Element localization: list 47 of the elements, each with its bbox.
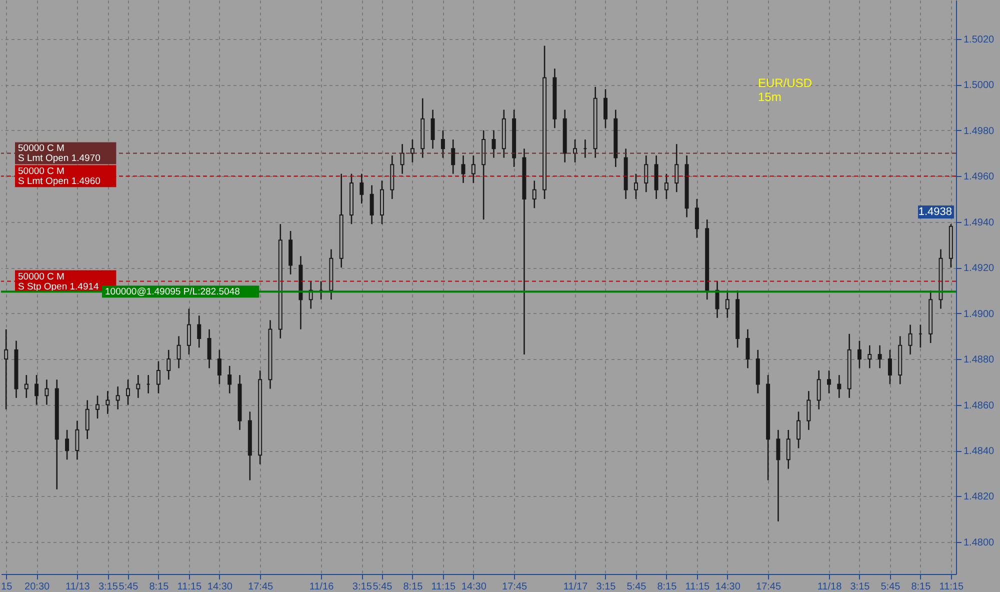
y-tick-label: 1.4980 [964, 126, 995, 137]
y-tick-label: 1.4840 [964, 446, 995, 458]
x-tick-label: 8:15 [403, 582, 424, 592]
x-tick-label: 5:45 [626, 582, 647, 592]
y-tick-label: 1.4900 [964, 308, 995, 320]
y-tick-label: 1.4920 [964, 263, 995, 274]
y-tick-label: 1.4960 [964, 172, 995, 183]
x-tick-label: 11/18 [817, 582, 842, 592]
y-tick-label: 1.4820 [964, 492, 995, 503]
ref-line-label: 50000 C M S Lmt Open 1.4970 [18, 143, 100, 164]
y-tick-label: 1.5020 [964, 34, 995, 46]
x-tick-label: 17:45 [248, 582, 274, 592]
x-tick-label: 8:15 [149, 582, 170, 592]
y-tick-label: 1.4800 [964, 537, 995, 548]
x-tick-label: 5:45 [118, 582, 139, 592]
x-tick-label: 20:30 [24, 582, 50, 592]
y-tick-label: 1.4940 [964, 217, 995, 228]
x-tick-label: 11:15 [431, 582, 456, 592]
ref-line-label: 100000@1.49095 P/L:282.5048 [105, 286, 240, 298]
x-tick-label: 11/13 [66, 582, 90, 592]
x-tick-label: 3:15 [850, 582, 870, 592]
y-tick-label: 1.4860 [964, 400, 995, 412]
x-tick-label: 11:15 [939, 582, 964, 592]
x-tick-label: 11:15 [685, 582, 710, 592]
x-tick-label: 8:15 [657, 582, 678, 592]
x-tick-label: 15 [1, 582, 13, 592]
x-tick-label: 5:45 [372, 582, 393, 592]
ref-line-label: 50000 C M S Lmt Open 1.4960 [18, 166, 100, 188]
x-tick-label: 14:30 [461, 582, 487, 592]
x-tick-label: 14:30 [715, 582, 741, 592]
annotation: 15m [758, 90, 782, 104]
ref-line-label: 50000 C M S Stp Open 1.4914 [18, 271, 99, 292]
x-tick-label: 3:15 [352, 582, 372, 592]
x-tick-label: 11:15 [177, 582, 202, 592]
x-tick-label: 11/16 [309, 582, 334, 592]
annotation: 1.4938 [918, 206, 952, 218]
y-tick-label: 1.5000 [964, 80, 995, 92]
y-tick-label: 1.4880 [964, 354, 995, 366]
x-tick-label: 17:45 [502, 582, 528, 592]
x-tick-label: 5:45 [880, 582, 901, 592]
annotation: EUR/USD [758, 76, 812, 90]
x-tick-label: 14:30 [207, 582, 233, 592]
x-tick-label: 11/17 [563, 582, 588, 592]
x-tick-label: 3:15 [98, 582, 118, 592]
x-tick-label: 17:45 [756, 582, 782, 592]
x-tick-label: 3:15 [596, 582, 616, 592]
x-tick-label: 8:15 [911, 582, 932, 592]
